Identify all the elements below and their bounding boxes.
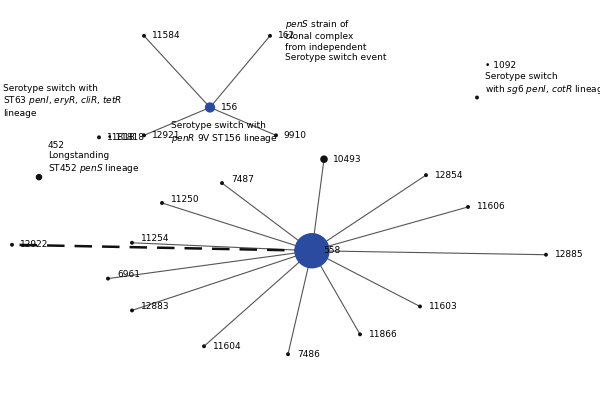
Point — [127, 240, 137, 246]
Text: • 1092
Serotype switch
with $\it{sg6}$ $\it{penI}$, $\it{cotR}$ lineage: • 1092 Serotype switch with $\it{sg6}$ $… — [485, 61, 600, 96]
Point — [265, 33, 275, 39]
Text: 9910: 9910 — [284, 131, 307, 140]
Text: 10493: 10493 — [333, 155, 362, 164]
Point — [139, 33, 149, 39]
Text: 7487: 7487 — [231, 175, 254, 183]
Text: • 11818: • 11818 — [107, 133, 144, 142]
Text: 11818: 11818 — [107, 133, 136, 142]
Point — [94, 134, 104, 140]
Point — [319, 156, 329, 162]
Text: 11603: 11603 — [429, 302, 458, 311]
Text: 6961: 6961 — [117, 270, 140, 279]
Text: 558: 558 — [323, 246, 340, 255]
Point — [205, 104, 215, 111]
Point — [34, 174, 44, 180]
Text: 11606: 11606 — [477, 203, 506, 211]
Point — [541, 252, 551, 258]
Point — [199, 343, 209, 349]
Point — [307, 248, 317, 254]
Text: 12883: 12883 — [141, 302, 170, 311]
Text: 162: 162 — [278, 31, 295, 40]
Point — [103, 275, 113, 282]
Point — [127, 307, 137, 314]
Text: 12921: 12921 — [152, 131, 181, 140]
Text: 11604: 11604 — [213, 342, 242, 351]
Point — [421, 172, 431, 178]
Text: 12922: 12922 — [20, 240, 48, 249]
Point — [7, 242, 17, 248]
Point — [157, 200, 167, 206]
Text: 12854: 12854 — [435, 171, 464, 179]
Text: Serotype switch with
$\it{penR}$ 9V ST156 lineage: Serotype switch with $\it{penR}$ 9V ST15… — [171, 121, 278, 145]
Text: 11866: 11866 — [369, 330, 398, 339]
Text: 452
Longstanding
ST452 $\it{penS}$ lineage: 452 Longstanding ST452 $\it{penS}$ linea… — [48, 141, 139, 175]
Point — [415, 303, 425, 310]
Point — [139, 132, 149, 139]
Point — [217, 180, 227, 186]
Point — [355, 331, 365, 338]
Text: 7486: 7486 — [297, 350, 320, 359]
Text: 12885: 12885 — [555, 250, 584, 259]
Point — [463, 204, 473, 210]
Text: 156: 156 — [221, 103, 238, 112]
Point — [271, 132, 281, 139]
Text: 11250: 11250 — [171, 195, 200, 203]
Text: Serotype switch with
ST63 $\it{penI}$, $\it{eryR}$, $\it{cliR}$, $\it{tetR}$
lin: Serotype switch with ST63 $\it{penI}$, $… — [3, 84, 122, 118]
Text: 11584: 11584 — [152, 31, 181, 40]
Text: 11254: 11254 — [141, 234, 170, 243]
Point — [472, 94, 482, 101]
Point — [283, 351, 293, 357]
Text: $\it{penS}$ strain of
clonal complex
from independent
Serotype switch event: $\it{penS}$ strain of clonal complex fro… — [285, 18, 386, 62]
